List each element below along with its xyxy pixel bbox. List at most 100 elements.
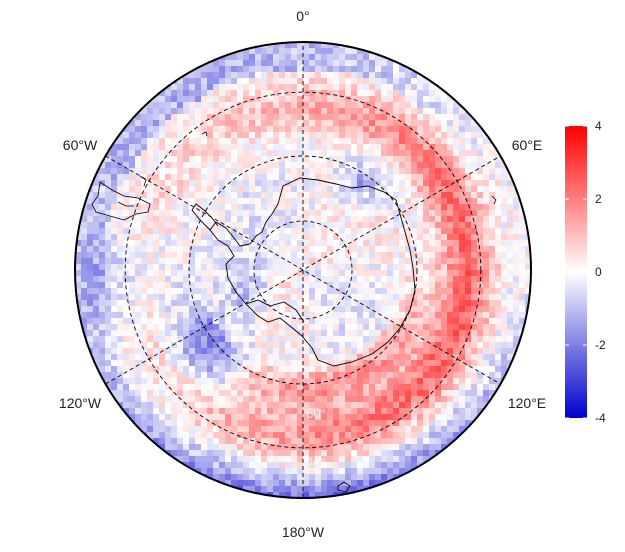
- field-cell: [141, 192, 148, 199]
- field-cell: [315, 486, 322, 493]
- field-cell: [297, 126, 304, 133]
- field-cell: [321, 54, 328, 61]
- field-cell: [135, 408, 142, 415]
- field-cell: [477, 354, 484, 361]
- field-cell: [393, 162, 400, 169]
- field-cell: [225, 426, 232, 433]
- field-cell: [315, 66, 322, 73]
- field-cell: [141, 324, 148, 331]
- field-cell: [327, 342, 334, 349]
- field-cell: [129, 204, 136, 211]
- field-cell: [309, 384, 316, 391]
- field-cell: [231, 72, 238, 79]
- field-cell: [333, 246, 340, 253]
- field-cell: [267, 282, 274, 289]
- field-cell: [339, 198, 346, 205]
- field-cell: [363, 204, 370, 211]
- field-cell: [483, 234, 490, 241]
- field-cell: [177, 204, 184, 211]
- field-cell: [219, 450, 226, 457]
- field-cell: [189, 228, 196, 235]
- field-cell: [147, 108, 154, 115]
- field-cell: [429, 294, 436, 301]
- field-cell: [393, 240, 400, 247]
- field-cell: [87, 288, 94, 295]
- field-cell: [177, 378, 184, 385]
- field-cell: [273, 444, 280, 451]
- field-cell: [333, 480, 340, 487]
- field-cell: [165, 294, 172, 301]
- field-cell: [117, 168, 124, 175]
- field-cell: [255, 102, 262, 109]
- field-cell: [219, 372, 226, 379]
- field-cell: [117, 318, 124, 325]
- field-cell: [135, 354, 142, 361]
- field-cell: [267, 174, 274, 181]
- field-cell: [309, 456, 316, 463]
- field-cell: [225, 282, 232, 289]
- field-cell: [249, 270, 256, 277]
- field-cell: [477, 402, 484, 409]
- field-cell: [393, 342, 400, 349]
- field-cell: [249, 102, 256, 109]
- field-cell: [513, 216, 520, 223]
- field-cell: [429, 114, 436, 121]
- field-cell: [123, 372, 130, 379]
- field-cell: [213, 246, 220, 253]
- field-cell: [447, 414, 454, 421]
- field-cell: [447, 156, 454, 163]
- field-cell: [333, 378, 340, 385]
- field-cell: [123, 180, 130, 187]
- field-cell: [369, 264, 376, 271]
- field-cell: [285, 54, 292, 61]
- field-cell: [285, 306, 292, 313]
- field-cell: [183, 186, 190, 193]
- field-cell: [171, 102, 178, 109]
- field-cell: [339, 450, 346, 457]
- field-cell: [429, 420, 436, 427]
- map-boundary: [74, 41, 532, 499]
- field-cell: [207, 192, 214, 199]
- field-cell: [489, 156, 496, 163]
- field-cell: [147, 276, 154, 283]
- field-cell: [213, 60, 220, 67]
- field-cell: [159, 252, 166, 259]
- field-cell: [249, 486, 256, 493]
- field-cell: [267, 60, 274, 67]
- field-cell: [207, 54, 214, 61]
- field-cell: [141, 210, 148, 217]
- meridian-line: [105, 155, 501, 385]
- field-cell: [153, 138, 160, 145]
- field-cell: [159, 396, 166, 403]
- field-cell: [327, 66, 334, 73]
- field-cell: [261, 258, 268, 265]
- field-cell: [447, 252, 454, 259]
- field-cell: [399, 396, 406, 403]
- field-cell: [111, 312, 118, 319]
- field-cell: [489, 162, 496, 169]
- field-cell: [141, 276, 148, 283]
- field-cell: [441, 186, 448, 193]
- field-cell: [177, 360, 184, 367]
- field-cell: [153, 336, 160, 343]
- field-cell: [255, 90, 262, 97]
- field-cell: [309, 330, 316, 337]
- field-cell: [243, 264, 250, 271]
- field-cell: [411, 258, 418, 265]
- field-cell: [411, 372, 418, 379]
- field-cell: [333, 348, 340, 355]
- field-cell: [441, 408, 448, 415]
- field-cell: [369, 246, 376, 253]
- field-cell: [141, 378, 148, 385]
- field-cell: [87, 210, 94, 217]
- field-cell: [429, 132, 436, 139]
- field-cell: [333, 48, 340, 55]
- field-cell: [357, 390, 364, 397]
- field-cell: [453, 132, 460, 139]
- field-cell: [297, 384, 304, 391]
- field-cell: [423, 258, 430, 265]
- field-cell: [117, 300, 124, 307]
- field-cell: [477, 186, 484, 193]
- field-cell: [327, 300, 334, 307]
- field-cell: [501, 252, 508, 259]
